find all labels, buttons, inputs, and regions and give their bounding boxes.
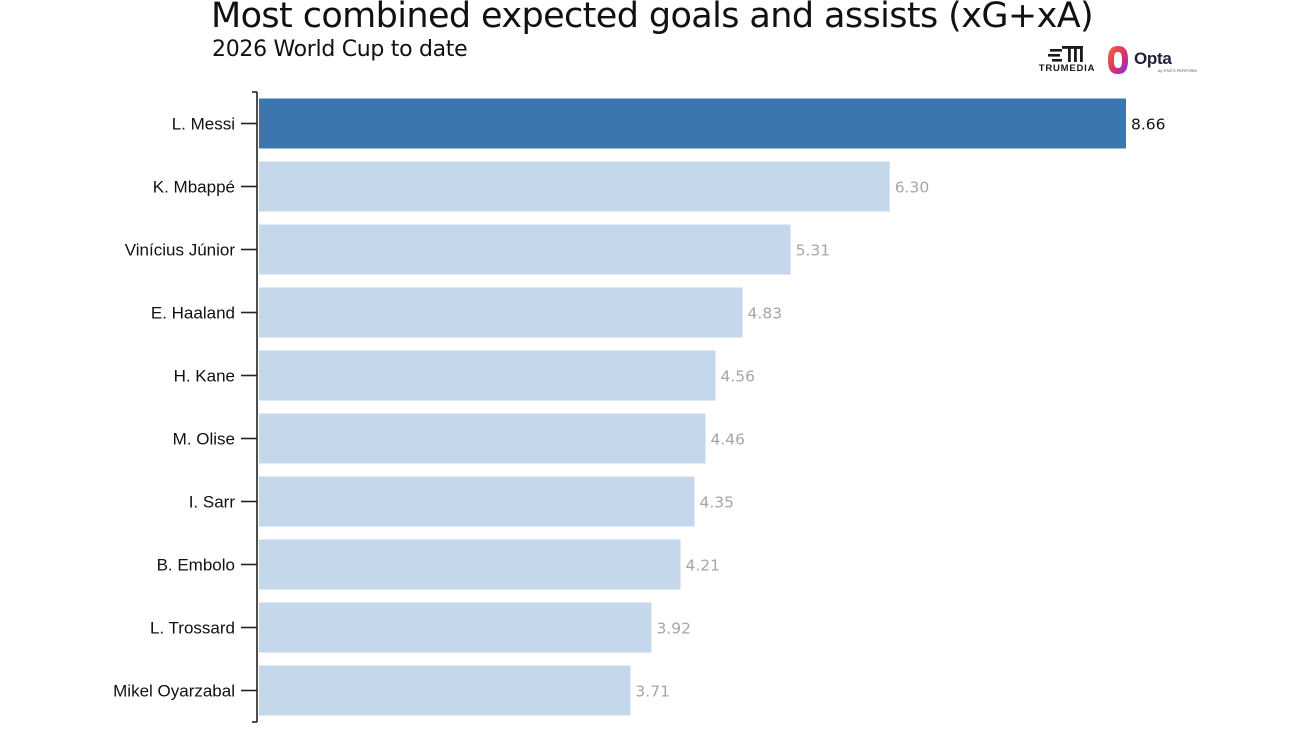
logo-group: TRUMEDIA Opta by STATS PERFORM: [1034, 44, 1197, 78]
bar: [259, 665, 631, 716]
data-label: 4.46: [711, 431, 746, 449]
bar: [259, 98, 1126, 149]
data-label: 3.92: [656, 620, 691, 638]
y-tick-label: L. Messi: [172, 115, 235, 134]
opta-logo: Opta by STATS PERFORM: [1106, 44, 1197, 76]
bar: [259, 224, 791, 275]
y-tick-label: H. Kane: [174, 367, 235, 386]
axis-layer: [241, 91, 258, 723]
data-label: 6.30: [895, 179, 930, 197]
data-label: 4.83: [748, 305, 783, 323]
y-tick-label: E. Haaland: [151, 304, 235, 323]
data-label: 3.71: [635, 683, 670, 701]
bar: [259, 413, 706, 464]
y-tick-label: Vinícius Júnior: [125, 241, 236, 260]
bar: [259, 350, 716, 401]
y-tick-label: M. Olise: [173, 430, 235, 449]
opta-wordmark: Opta: [1134, 49, 1172, 68]
opta-mark-icon: [1108, 46, 1128, 74]
y-tick-label: K. Mbappé: [153, 178, 235, 197]
y-tick-label: I. Sarr: [189, 493, 236, 512]
trumedia-logo: TRUMEDIA: [1034, 44, 1100, 76]
data-label: 4.21: [685, 557, 720, 575]
y-tick-label: Mikel Oyarzabal: [113, 682, 235, 701]
bar: [259, 476, 695, 527]
bars-layer: [259, 98, 1126, 716]
data-label: 4.56: [721, 368, 756, 386]
data-label: 8.66: [1131, 116, 1166, 134]
y-tick-label: L. Trossard: [150, 619, 235, 638]
opta-byline: by STATS PERFORM: [1158, 68, 1197, 73]
trumedia-wordmark: TRUMEDIA: [1038, 63, 1096, 74]
data-label: 5.31: [796, 242, 831, 260]
chart-subtitle: 2026 World Cup to date: [212, 37, 468, 62]
bar: [259, 161, 890, 212]
bar: [259, 539, 681, 590]
trumedia-mark-icon: [1048, 46, 1083, 62]
bar: [259, 602, 652, 653]
data-label: 4.35: [700, 494, 735, 512]
y-tick-label: B. Embolo: [157, 556, 235, 575]
bar: [259, 287, 743, 338]
chart-title: Most combined expected goals and assists…: [211, 0, 1094, 36]
labels-layer: L. Messi 8.66 K. Mbappé 6.30 Vinícius Júnior…: [113, 115, 1165, 701]
